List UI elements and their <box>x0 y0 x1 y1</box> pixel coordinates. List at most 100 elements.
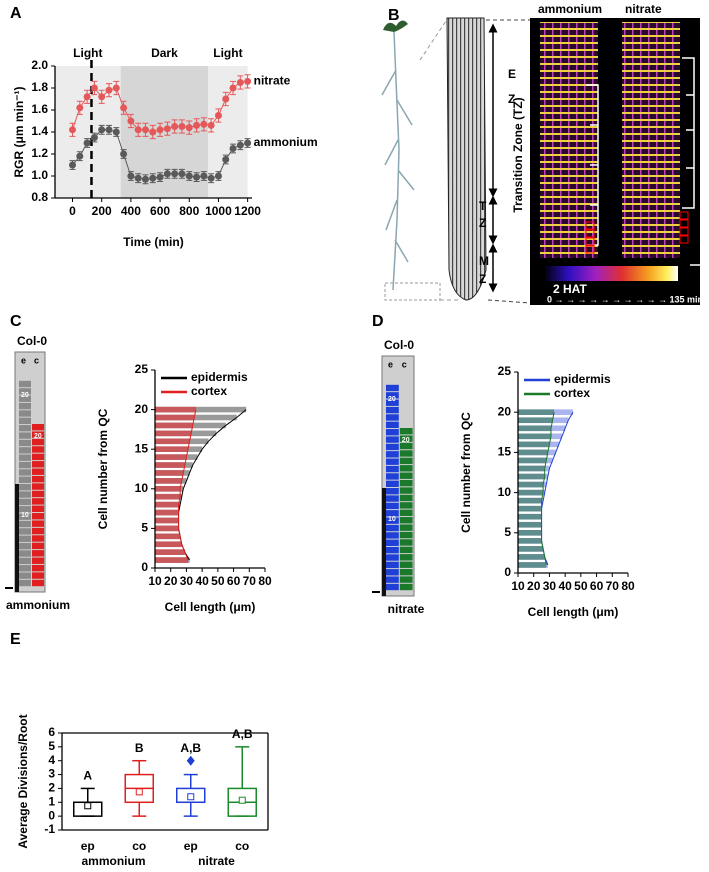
epidermis-cell <box>386 429 399 436</box>
data-point <box>222 156 230 163</box>
epidermis-cell <box>386 554 399 561</box>
color-bar <box>545 266 678 281</box>
cortex-cell <box>32 424 44 431</box>
epidermis-cell <box>386 480 399 487</box>
epidermis-cell <box>19 484 31 491</box>
bar <box>155 478 182 484</box>
epidermis-cell <box>19 535 31 542</box>
data-point <box>83 139 91 147</box>
epidermis-cell <box>386 532 399 539</box>
epidermis-cell <box>386 576 399 583</box>
panel-letter: B <box>388 7 400 24</box>
cell-number: 20 <box>21 392 29 399</box>
cortex-cell <box>32 557 44 564</box>
epidermis-cell <box>19 498 31 506</box>
epidermis-cell <box>19 557 31 565</box>
data-point <box>141 126 149 134</box>
epidermis-cell <box>19 476 31 483</box>
cortex-cell <box>399 472 413 479</box>
data-point <box>244 77 252 85</box>
data-point <box>127 172 135 180</box>
x-tick-label: co <box>235 839 249 853</box>
bar <box>518 433 551 440</box>
x-axis-label: Cell length (μm) <box>165 600 256 614</box>
y-tick-label: 10 <box>498 485 512 499</box>
bar <box>155 446 188 452</box>
y-tick-label: 1.2 <box>31 146 48 160</box>
confocal-image <box>540 22 598 258</box>
bar <box>518 473 545 480</box>
bar <box>155 414 237 421</box>
cortex-cell <box>399 457 413 465</box>
legend-label: epidermis <box>191 370 248 384</box>
epidermis-cell <box>19 410 31 417</box>
data-point <box>236 79 244 86</box>
cell-number: 20 <box>388 396 396 403</box>
cortex-cell <box>399 487 413 494</box>
x-tick-label: 60 <box>590 579 604 593</box>
data-point <box>90 134 98 141</box>
epidermis-cell <box>19 579 31 587</box>
panel-letter: A <box>10 5 22 22</box>
shade-label: Light <box>213 46 242 60</box>
cortex-cell <box>399 479 413 487</box>
cortex-cell <box>32 461 44 468</box>
cortex-cell <box>32 453 44 461</box>
cortex-cell <box>32 505 44 513</box>
y-tick-label: 15 <box>135 441 149 455</box>
data-point <box>200 172 208 180</box>
y-axis-label: Cell number from QC <box>96 408 110 529</box>
cortex-cell <box>399 539 413 546</box>
y-tick-label: 0 <box>141 560 148 574</box>
series-line <box>541 412 555 566</box>
cortex-cell <box>32 438 44 446</box>
bar <box>518 562 547 568</box>
epidermis-cell <box>386 510 399 517</box>
bar <box>155 406 247 413</box>
bar <box>518 489 544 496</box>
x-axis-label: Time (min) <box>123 235 183 249</box>
bar <box>518 449 548 456</box>
x-tick-label: 1000 <box>205 204 232 218</box>
data-point <box>134 174 142 182</box>
data-point <box>149 128 157 136</box>
bar <box>155 549 185 555</box>
epidermis-cell <box>386 473 399 480</box>
data-point <box>229 84 237 92</box>
data-point <box>120 104 128 112</box>
strip-genotype: Col-0 <box>17 334 47 348</box>
cortex-cell <box>32 572 44 579</box>
epidermis-cell <box>386 384 399 392</box>
cortex-cell <box>399 442 413 450</box>
cortex-cell <box>399 561 413 568</box>
y-tick-label: -1 <box>44 822 55 836</box>
bar <box>155 486 181 492</box>
bar <box>518 497 542 504</box>
y-tick-label: 20 <box>135 402 149 416</box>
confocal-image <box>622 22 680 258</box>
data-point <box>185 172 193 180</box>
series-label: ammonium <box>254 135 318 149</box>
significance-letter: B <box>135 741 144 755</box>
bar <box>155 557 188 563</box>
cortex-cell <box>32 513 44 520</box>
x-tick-label: 50 <box>211 574 225 588</box>
bar <box>518 417 553 424</box>
y-tick-label: 0 <box>504 565 511 579</box>
strip-condition: nitrate <box>388 602 425 616</box>
cortex-cell <box>399 576 413 583</box>
seedling-leaves <box>383 20 408 32</box>
epidermis-cell <box>19 432 31 439</box>
bar <box>518 505 542 512</box>
image-label: nitrate <box>625 2 662 16</box>
data-point <box>222 95 230 103</box>
epidermis-cell <box>19 439 31 447</box>
bar <box>518 465 545 472</box>
x-tick-label: 800 <box>179 204 199 218</box>
bar <box>518 530 542 536</box>
x-tick-label: 30 <box>543 579 557 593</box>
cortex-cell <box>399 509 413 517</box>
y-tick-label: 20 <box>498 404 512 418</box>
